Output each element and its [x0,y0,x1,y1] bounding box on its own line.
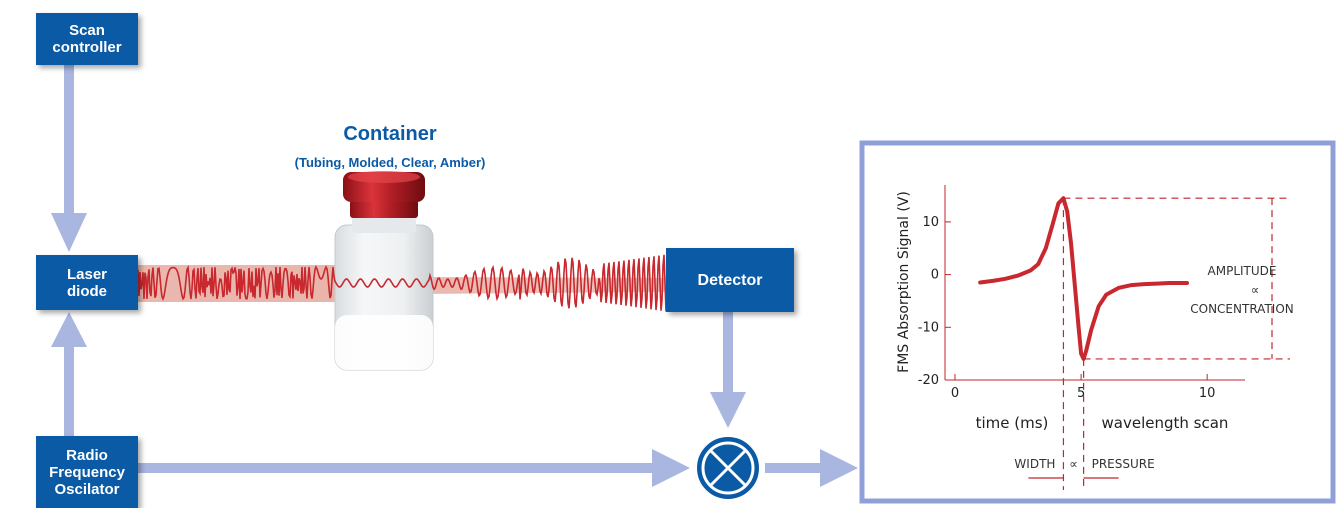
vial-image [334,171,434,371]
container-subtitle: (Tubing, Molded, Clear, Amber) [294,155,486,170]
arrow-scan-to-laser-head [51,213,87,252]
detector-box: Detector [666,248,794,312]
connection-arrows [51,65,858,487]
scan-controller-box: Scan controller [36,13,138,65]
arrow-detector-to-mixer [723,312,733,394]
y-axis-label: FMS Absorption Signal (V) [896,191,912,373]
arrow-radio-to-mixer [138,463,658,473]
arrow-detector-to-mixer-head [710,392,746,428]
pressure-label: PRESSURE [1092,457,1155,471]
arrow-radio-to-laser-head [51,312,87,347]
detector-label: Detector [697,271,763,289]
absorption-chart: 10 0 -10 -20 0 5 10 FMS Absorption Signal (V) ti… [896,185,1294,490]
x-tick-label: 0 [951,386,959,401]
width-proportional-symbol: ∝ [1069,457,1078,471]
arrow-mixer-to-panel [765,463,825,473]
x-tick-label: 5 [1077,386,1085,401]
amplitude-label: AMPLITUDE [1208,264,1277,278]
laser-diode-label-2: diode [67,282,107,300]
y-tick-label: -10 [918,320,939,335]
x-tick-label: 10 [1199,386,1216,401]
container-title: Container [343,123,437,145]
concentration-label: CONCENTRATION [1190,302,1294,316]
amplitude-proportional-symbol: ∝ [1251,283,1260,297]
radio-oscillator-label-2: Frequency [49,463,125,481]
arrow-mixer-to-panel-head [820,449,858,487]
chart-panel [859,140,1336,504]
scan-controller-label-1: Scan [69,22,105,39]
laser-signal-wave [129,254,669,312]
width-label: WIDTH [1014,457,1055,471]
radio-oscillator-label-3: Oscilator [54,480,120,498]
scan-controller-label-2: controller [52,39,122,56]
y-tick-label: 0 [931,268,939,283]
radio-oscillator-box: Radio Frequency Oscilator [36,436,138,508]
laser-diode-label-1: Laser [66,265,108,283]
multiply-circle-icon [695,435,761,501]
arrow-radio-to-laser [64,345,74,436]
arrow-radio-to-mixer-head [652,449,690,487]
x-axis-label-time: time (ms) [976,414,1049,432]
radio-oscillator-label-1: Radio [66,446,108,464]
y-tick-label: -20 [918,373,939,388]
x-axis-label-wavelength: wavelength scan [1102,414,1229,432]
signal-series-line [978,196,1189,361]
laser-diode-box: Laser diode [36,255,138,310]
y-tick-label: 10 [922,215,939,230]
arrow-scan-to-laser [64,65,74,215]
